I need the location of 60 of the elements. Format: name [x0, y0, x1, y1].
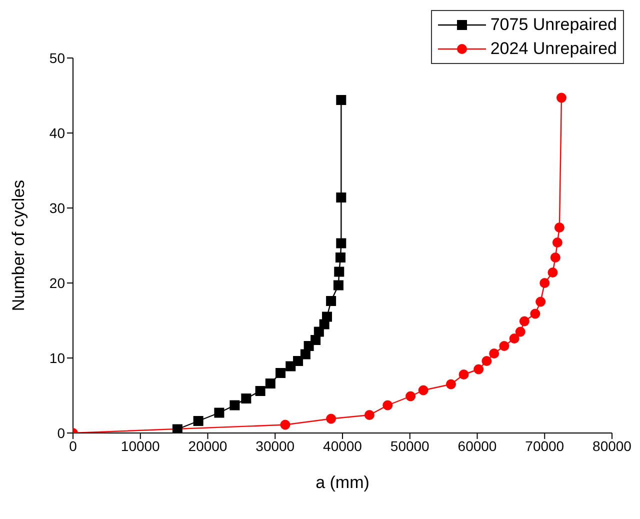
point [489, 348, 500, 358]
x-axis-title: a (mm) [316, 473, 370, 492]
point [300, 349, 310, 360]
point [406, 391, 416, 402]
x-tick-label: 80000 [592, 438, 632, 454]
point [326, 296, 336, 306]
point [446, 379, 456, 390]
point [548, 268, 558, 278]
point [336, 238, 346, 248]
point [418, 385, 428, 396]
x-tick-label: 50000 [390, 438, 430, 454]
point [554, 222, 564, 232]
point [474, 364, 484, 374]
point [335, 252, 346, 262]
point [280, 420, 290, 430]
point [255, 386, 266, 396]
y-tick-label: 20 [49, 274, 66, 291]
point [241, 394, 252, 404]
point [336, 192, 346, 202]
y-tick-label: 0 [57, 424, 66, 441]
point [509, 334, 520, 344]
point [552, 238, 562, 248]
point [326, 414, 336, 424]
y-tick-label: 40 [49, 124, 66, 141]
legend-label: 2024 Unrepaired [490, 39, 617, 59]
point [265, 378, 276, 388]
point [230, 400, 240, 410]
x-tick-label: 10000 [120, 438, 160, 454]
x-tick-label: 70000 [525, 438, 564, 454]
point [515, 326, 526, 337]
point [530, 308, 540, 319]
y-axis-title: Number of cycles [9, 180, 28, 312]
x-tick-label: 60000 [458, 438, 497, 454]
point [333, 280, 344, 290]
point [276, 368, 286, 378]
point [336, 95, 346, 105]
x-tick-label: 40000 [323, 438, 362, 454]
point [322, 312, 332, 322]
x-tick-label: 30000 [256, 438, 295, 454]
point [499, 341, 510, 351]
point [364, 410, 374, 420]
point [458, 370, 469, 380]
point [482, 356, 492, 366]
x-tick-label: 20000 [188, 438, 228, 454]
legend-label: 7075 Unrepaired [490, 15, 617, 35]
point [556, 92, 566, 103]
y-tick-label: 50 [49, 50, 66, 66]
y-tick-label: 30 [49, 200, 66, 216]
point [382, 400, 393, 410]
point [540, 278, 550, 288]
point [172, 424, 182, 433]
point [214, 408, 224, 418]
y-tick-label: 10 [49, 350, 66, 366]
x-tick-label: 0 [69, 438, 78, 454]
point [519, 316, 530, 326]
point [550, 252, 560, 262]
point [193, 416, 204, 426]
point [334, 266, 344, 277]
point [536, 296, 546, 307]
point [293, 356, 304, 366]
